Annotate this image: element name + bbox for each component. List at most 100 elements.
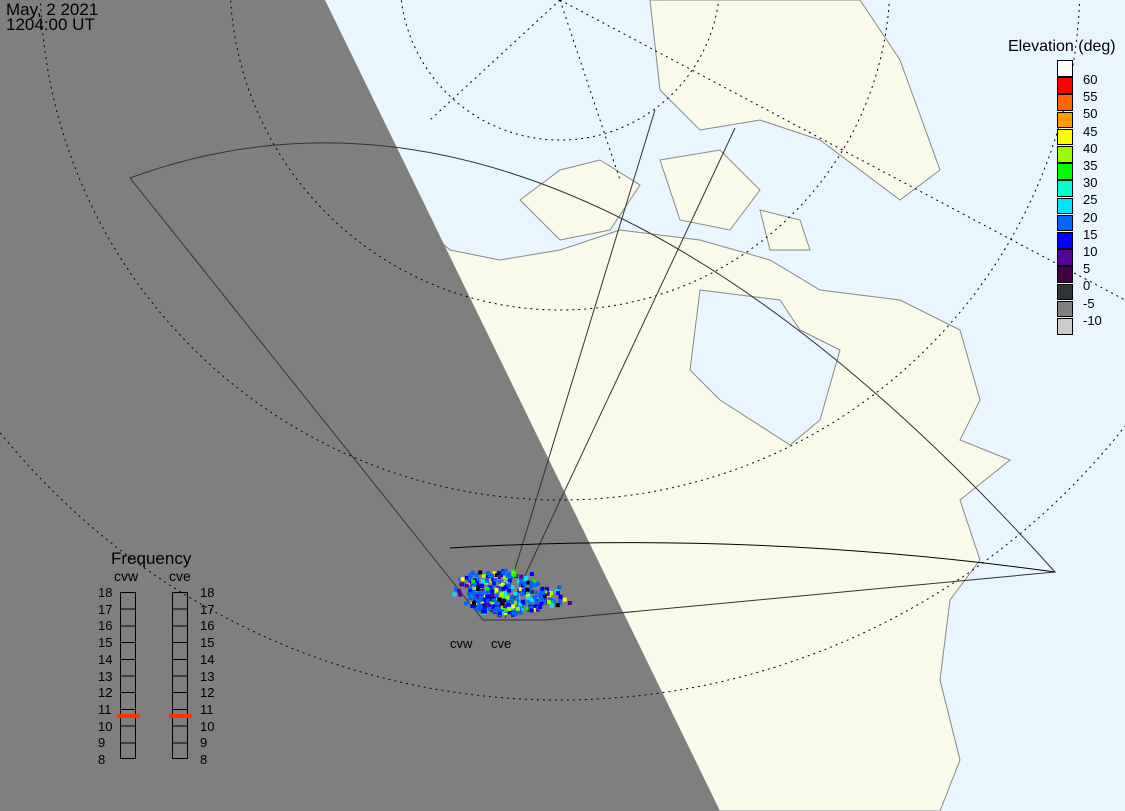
echo-point bbox=[468, 574, 473, 579]
legend-label: 5 bbox=[1083, 261, 1091, 277]
echo-point bbox=[496, 575, 501, 580]
legend-label: 35 bbox=[1083, 158, 1098, 173]
legend-label: 45 bbox=[1083, 123, 1098, 139]
echo-point bbox=[539, 596, 544, 601]
echo-point bbox=[545, 586, 549, 591]
echo-point bbox=[518, 610, 523, 615]
echo-point bbox=[480, 590, 485, 595]
echo-point bbox=[502, 598, 507, 603]
arctic-island bbox=[519, 159, 641, 241]
echo-point bbox=[540, 586, 545, 591]
echo-point bbox=[542, 600, 547, 604]
echo-point bbox=[547, 600, 551, 605]
legend-label: 15 bbox=[1083, 226, 1098, 242]
echo-point bbox=[478, 570, 483, 575]
echo-point bbox=[529, 589, 534, 594]
legend-swatch bbox=[1057, 60, 1073, 77]
echo-point bbox=[458, 577, 463, 582]
echo-point bbox=[491, 598, 496, 603]
echo-point bbox=[507, 584, 511, 588]
frequency-tick: 14 bbox=[200, 651, 215, 667]
frequency-tick: 10 bbox=[200, 718, 215, 734]
echo-point bbox=[485, 573, 490, 578]
echo-point bbox=[536, 581, 540, 586]
hudson-bay bbox=[689, 289, 841, 446]
echo-point bbox=[507, 610, 512, 615]
echo-point bbox=[522, 581, 527, 586]
echo-point bbox=[475, 580, 480, 585]
echo-point bbox=[515, 606, 520, 611]
frequency-tick: 18 bbox=[200, 585, 215, 600]
echo-point bbox=[492, 571, 497, 576]
frequency-marker bbox=[117, 713, 140, 718]
elevation-scatter bbox=[452, 568, 572, 617]
legend-swatch bbox=[1057, 214, 1073, 232]
legend-swatch bbox=[1057, 128, 1073, 146]
echo-point bbox=[534, 590, 539, 595]
echo-point bbox=[491, 586, 496, 590]
legend-swatch bbox=[1057, 77, 1073, 94]
echo-point bbox=[518, 602, 523, 607]
echo-point bbox=[468, 596, 473, 601]
echo-point bbox=[514, 611, 519, 616]
echo-point bbox=[529, 608, 534, 613]
legend-label: -5 bbox=[1083, 295, 1095, 311]
echo-point bbox=[478, 598, 483, 603]
echo-point bbox=[492, 581, 497, 586]
echo-point bbox=[503, 575, 507, 580]
echo-point bbox=[472, 601, 476, 606]
echo-point bbox=[468, 580, 473, 585]
echo-point bbox=[518, 581, 523, 586]
frequency-tick: 15 bbox=[98, 635, 113, 651]
echo-point bbox=[542, 595, 547, 600]
date-label: May, 2 2021 bbox=[6, 0, 99, 19]
echo-point bbox=[529, 605, 534, 610]
legend-label: 0 bbox=[1083, 278, 1091, 294]
echo-point bbox=[529, 581, 534, 585]
legend-label: 25 bbox=[1083, 192, 1098, 208]
legend-label: 60 bbox=[1083, 72, 1098, 87]
echo-point bbox=[486, 590, 491, 595]
echo-point bbox=[551, 599, 556, 604]
echo-point bbox=[537, 594, 542, 599]
echo-point bbox=[525, 587, 530, 592]
echo-point bbox=[549, 604, 554, 609]
echo-point bbox=[510, 600, 515, 605]
legend-label: 20 bbox=[1083, 209, 1098, 225]
frequency-tick: 12 bbox=[200, 685, 215, 701]
frequency-tick: 16 bbox=[200, 618, 215, 634]
echo-point bbox=[490, 593, 495, 598]
echo-point bbox=[507, 588, 512, 593]
echo-point bbox=[533, 595, 537, 600]
frequency-tick: 12 bbox=[98, 685, 113, 701]
echo-point bbox=[513, 591, 518, 596]
echo-point bbox=[520, 591, 525, 596]
echo-point bbox=[519, 574, 524, 579]
echo-point bbox=[529, 572, 534, 576]
echo-point bbox=[510, 595, 514, 600]
echo-point bbox=[464, 601, 469, 606]
echo-point bbox=[521, 588, 526, 593]
echo-point bbox=[526, 596, 531, 601]
echo-point bbox=[545, 591, 550, 596]
echo-point bbox=[483, 609, 487, 614]
greenland bbox=[649, 0, 941, 201]
echo-point bbox=[464, 583, 469, 588]
frequency-tick: 17 bbox=[98, 601, 113, 617]
echo-point bbox=[488, 606, 492, 611]
echo-point bbox=[468, 585, 473, 590]
echo-point bbox=[467, 577, 472, 582]
echo-point bbox=[529, 584, 534, 589]
echo-point bbox=[472, 585, 477, 590]
legend-swatch bbox=[1057, 300, 1073, 318]
echo-point bbox=[494, 593, 499, 598]
echo-point bbox=[522, 586, 527, 591]
echo-point bbox=[460, 577, 465, 582]
frequency-tick: 11 bbox=[98, 701, 112, 717]
echo-point bbox=[452, 592, 457, 597]
frequency-marker bbox=[169, 713, 192, 718]
echo-point bbox=[482, 605, 487, 610]
echo-point bbox=[497, 597, 502, 602]
echo-point bbox=[486, 571, 491, 576]
echo-point bbox=[544, 600, 549, 605]
